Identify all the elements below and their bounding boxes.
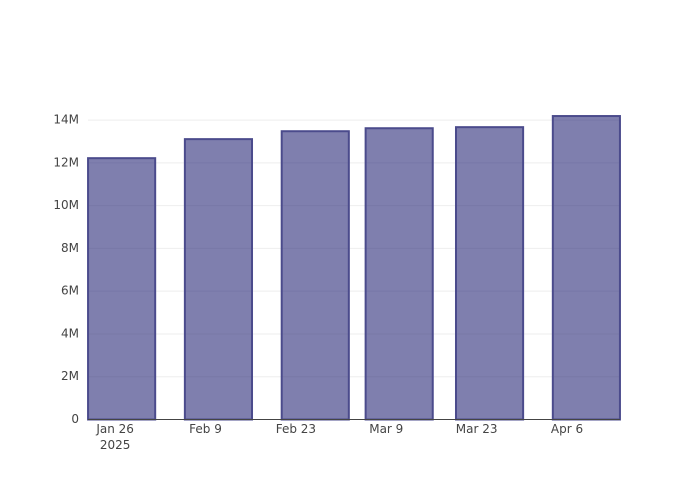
bar — [183, 138, 254, 421]
bar — [87, 157, 157, 421]
y-tick-label: 6M — [61, 284, 79, 298]
x-tick-label: Feb 9 — [189, 422, 222, 436]
grid — [88, 119, 620, 378]
bar — [364, 127, 434, 421]
x-tick-label: Feb 23 — [276, 422, 316, 436]
bar — [280, 130, 350, 421]
labels: 0 2M 4M 6M 8M 10M 12M 14M Jan 26 2025 Feb 9 Feb 23 M… — [53, 113, 583, 452]
y-tick-label: 2M — [61, 369, 79, 383]
y-tick-label: 10M — [53, 198, 79, 212]
x-tick-label: Apr 6 — [551, 422, 583, 436]
y-tick-label: 14M — [53, 113, 79, 127]
x-tick-label: Jan 26 — [95, 422, 134, 436]
x-tick-label: Mar 23 — [456, 422, 498, 436]
bar — [454, 126, 525, 421]
x-tick-label: Mar 9 — [369, 422, 403, 436]
bar — [551, 115, 621, 421]
y-tick-label: 8M — [61, 241, 79, 255]
x-tick-year: 2025 — [100, 438, 131, 452]
y-tick-label: 4M — [61, 326, 79, 340]
y-tick-label: 12M — [53, 155, 79, 169]
y-tick-label: 0 — [71, 412, 79, 426]
